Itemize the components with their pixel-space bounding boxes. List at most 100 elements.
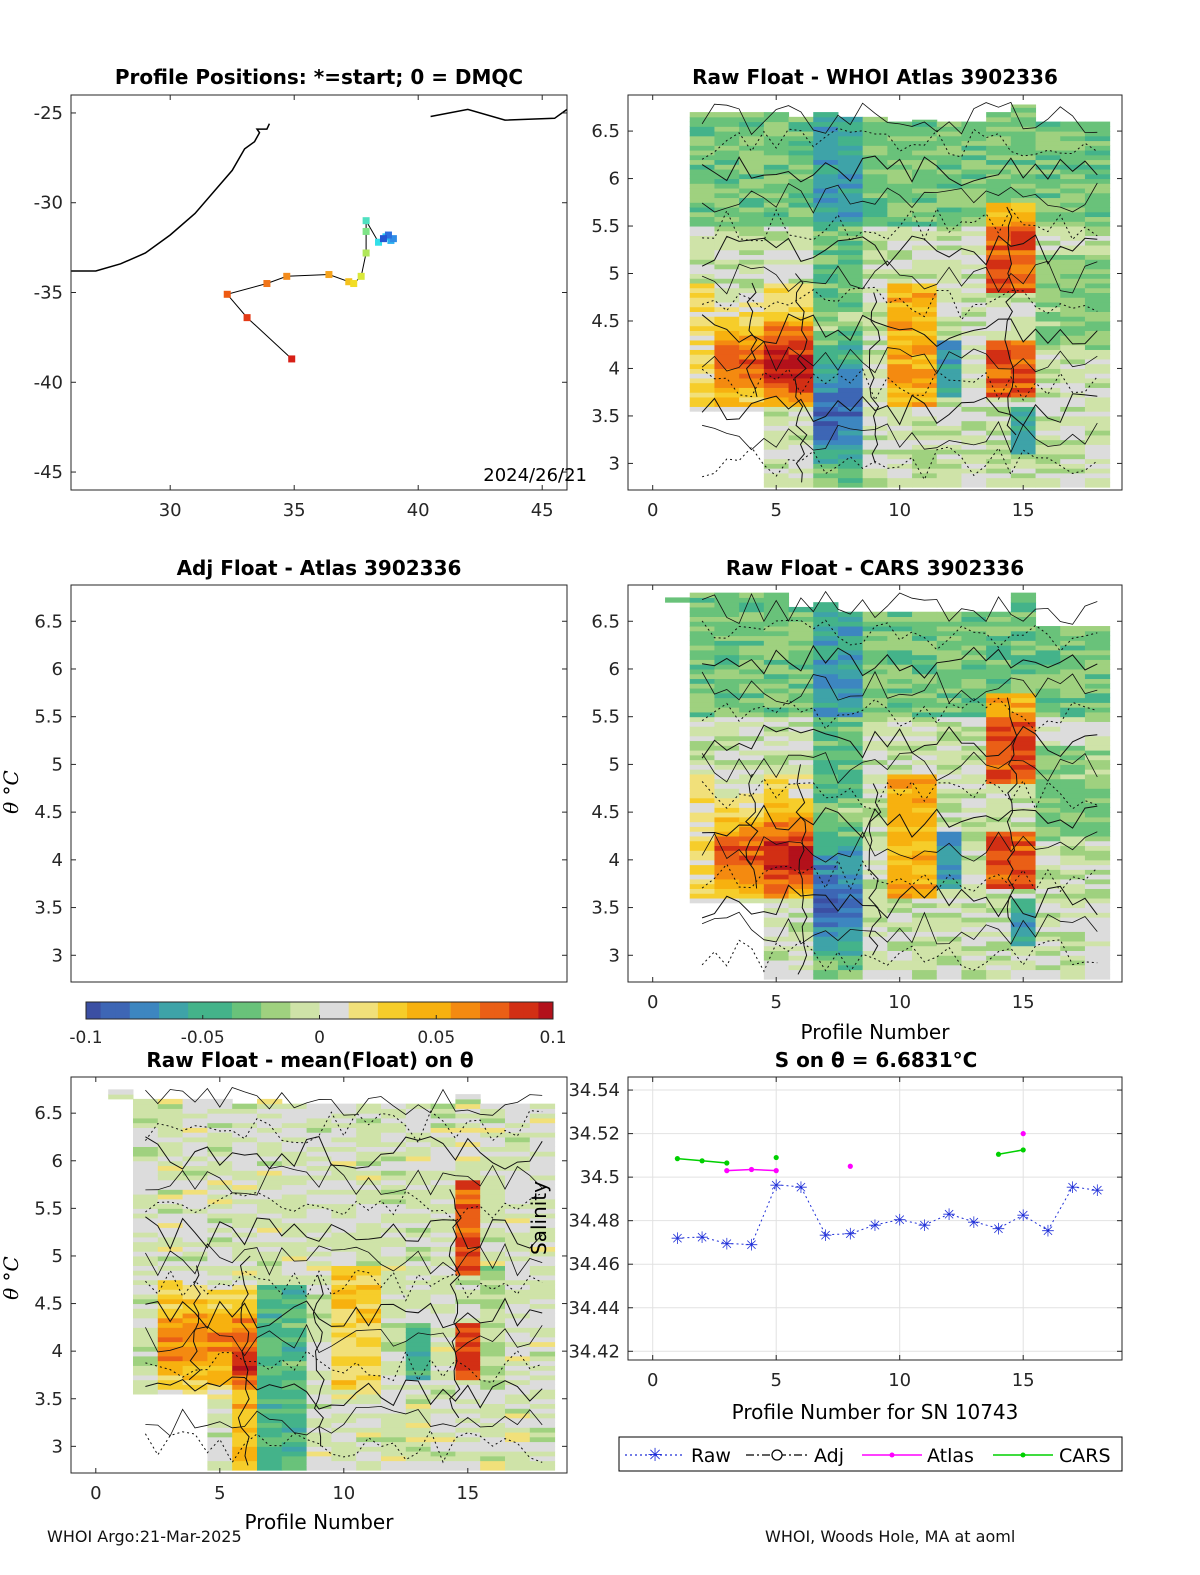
heatmap-cell [689, 635, 715, 641]
heatmap-cell [788, 707, 814, 713]
heatmap-cell [1060, 477, 1086, 483]
heatmap-cell [862, 740, 888, 746]
heatmap-cell [1060, 287, 1086, 293]
heatmap-cell [281, 1374, 308, 1381]
heatmap-cell [986, 611, 1012, 617]
heatmap-cell [788, 154, 814, 161]
heatmap-cell [1035, 907, 1061, 913]
heatmap-cell [1084, 859, 1111, 866]
heatmap-cell [986, 840, 1012, 847]
heatmap-cell [813, 955, 839, 961]
heatmap-cell [986, 907, 1012, 913]
heatmap-cell [912, 396, 938, 403]
heatmap-cell [813, 926, 839, 932]
heatmap-cell [1010, 183, 1037, 189]
heatmap-cell [788, 688, 814, 694]
heatmap-cell [739, 654, 765, 660]
heatmap-cell [862, 950, 888, 956]
heatmap-cell [480, 1417, 506, 1424]
heatmap-cell [739, 230, 765, 237]
heatmap-cell [788, 721, 814, 727]
heatmap-cell [689, 287, 715, 293]
heatmap-cell [837, 668, 864, 675]
heatmap-cell [813, 121, 839, 127]
salinity-panel: 0 5 10 1534.4234.4434.4634.4834.534.5234.54… [568, 1076, 1123, 1391]
heatmap-cell [689, 621, 715, 627]
heatmap-cell [505, 1189, 531, 1195]
heatmap-cell [714, 597, 740, 603]
heatmap-cell [689, 812, 715, 818]
heatmap-cell [281, 1194, 308, 1200]
heatmap-cell [714, 192, 740, 199]
heatmap-cell [257, 1403, 283, 1409]
heatmap-cell [961, 893, 987, 899]
heatmap-cell [936, 864, 962, 870]
heatmap-cell [207, 1270, 233, 1276]
x-tick-label: 30 [159, 500, 182, 521]
heatmap-cell [381, 1132, 407, 1138]
heatmap-cell [813, 855, 839, 861]
heatmap-cell [1010, 382, 1037, 388]
heatmap-cell [739, 264, 765, 270]
heatmap-cell [837, 659, 864, 665]
profile-marker [362, 249, 370, 257]
heatmap-cell [1010, 339, 1037, 346]
contour-line [145, 1163, 543, 1196]
heatmap-cell [1084, 640, 1111, 646]
y-tick-label: 6.5 [591, 121, 620, 142]
heatmap-cell [1035, 245, 1061, 251]
heatmap-cell [862, 287, 888, 293]
heatmap-cell [887, 816, 913, 823]
heatmap-cell [1060, 278, 1086, 284]
heatmap-cell [961, 135, 987, 142]
heatmap-cell [986, 358, 1012, 365]
heatmap-cell [1035, 821, 1061, 827]
raw-point: ✳ [671, 1229, 684, 1248]
heatmap-cell [936, 306, 962, 312]
heatmap-cell [986, 145, 1012, 151]
heatmap-cell [986, 292, 1012, 298]
heatmap-cell [837, 850, 864, 856]
heatmap-cell [455, 1260, 481, 1266]
heatmap-cell [912, 716, 938, 722]
heatmap-cell [986, 112, 1012, 118]
heatmap-cell [306, 1222, 332, 1228]
heatmap-cell [157, 1374, 184, 1381]
heatmap-cell [430, 1327, 456, 1333]
heatmap-cell [739, 259, 765, 265]
heatmap-cell [232, 1370, 258, 1376]
heatmap-cell [887, 821, 913, 827]
heatmap-cell [813, 425, 839, 431]
heatmap-cell [1084, 735, 1111, 742]
heatmap-cell [763, 783, 790, 789]
heatmap-cell [1035, 788, 1061, 794]
heatmap-cell [714, 287, 740, 293]
heatmap-cell [961, 273, 987, 279]
heatmap-cell [232, 1408, 258, 1414]
heatmap-cell [961, 406, 987, 412]
colorbar-tick-label: -0.05 [181, 1028, 225, 1048]
heatmap-cell [689, 131, 715, 137]
heatmap-cell [1060, 950, 1086, 956]
heatmap-cell [1060, 788, 1086, 794]
heatmap-cell [714, 626, 740, 632]
heatmap-cell [813, 878, 839, 885]
heatmap-cell [1084, 812, 1111, 818]
heatmap-cell [689, 711, 715, 718]
heatmap-cell [739, 874, 765, 880]
heatmap-cell [306, 1417, 332, 1424]
heatmap-cell [232, 1289, 258, 1295]
heatmap-cell [763, 159, 790, 165]
heatmap-cell [714, 278, 740, 284]
heatmap-cell [714, 807, 740, 813]
heatmap-cell [505, 1275, 531, 1281]
heatmap-cell [961, 683, 987, 689]
heatmap-cell [788, 392, 814, 398]
heatmap-cells [665, 592, 1111, 980]
heatmap-cell [1084, 211, 1111, 218]
heatmap-cell [837, 840, 864, 847]
heatmap-cell [689, 154, 715, 161]
heatmap-cell [788, 273, 814, 279]
heatmap-cell [430, 1408, 456, 1414]
